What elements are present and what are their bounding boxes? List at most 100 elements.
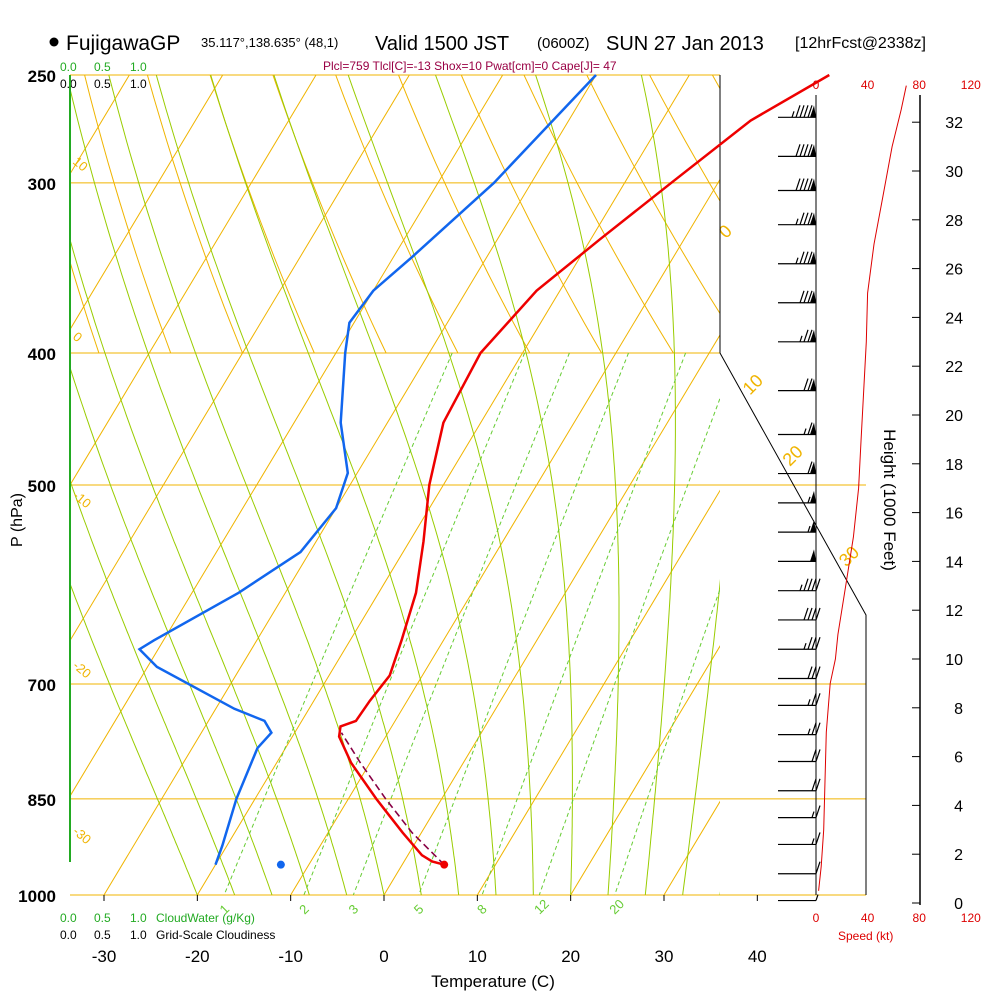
cloudwater-label: CloudWater (g/Kg) <box>156 911 255 925</box>
cloudiness-tick: 0.0 <box>60 928 77 942</box>
wind-barb-pennant <box>810 105 816 118</box>
wind-barb-flag <box>803 378 809 391</box>
wind-barb-flag <box>799 178 805 191</box>
wind-barb-half-flag <box>795 218 799 225</box>
moist-adiabat-line <box>347 75 534 895</box>
cloudiness-scale-top: 0.0 0.5 1.0 <box>60 77 147 91</box>
wind-barb-pennant <box>810 520 816 533</box>
isotherm-line <box>570 645 720 895</box>
wind-barb-flag <box>803 178 809 191</box>
wind-barb-flag <box>811 722 817 735</box>
wind-barb-half-flag <box>799 584 803 591</box>
wind-barb-flag <box>803 290 809 303</box>
wind-barb-flag <box>815 607 821 621</box>
y-axis-title: P (hPa) <box>9 493 26 547</box>
temperature-tick-label: 40 <box>748 947 767 966</box>
mixing-ratio-label: 8 <box>474 901 490 917</box>
cloudiness-tick: 1.0 <box>130 77 147 91</box>
wind-barb-flag <box>799 290 805 303</box>
temperature-tick-label: 30 <box>655 947 674 966</box>
moist-adiabat-line <box>682 578 720 895</box>
moist-adiabat-line <box>640 75 676 895</box>
dry-adiabat-line <box>70 260 100 353</box>
dry-adiabat-line <box>209 75 315 353</box>
wind-barb-flag <box>815 722 821 735</box>
mixing-ratio-label: 20 <box>606 896 627 917</box>
cloudwater-tick: 0.0 <box>60 911 77 925</box>
wind-barb-flag <box>815 805 821 818</box>
wind-barb-flag <box>807 607 813 621</box>
wind-barb-half-flag <box>807 525 811 533</box>
height-tick-label: 2 <box>954 847 963 864</box>
dry-adiabat-line <box>335 75 459 353</box>
moist-adiabat-line <box>535 75 620 895</box>
mixing-ratio-label: 12 <box>531 896 552 917</box>
wind-barb-flag <box>799 105 805 118</box>
wind-barb-flag <box>803 607 809 621</box>
dewpoint-line <box>137 74 597 866</box>
mixing-ratio-labels: 1 2 3 5 8 12 20 <box>217 896 628 917</box>
speed-tick-label: 120 <box>961 78 981 92</box>
mixing-ratio-line <box>538 397 720 895</box>
cloudwater-tick: 0.5 <box>94 60 111 74</box>
speed-tick-label: 40 <box>861 78 875 92</box>
wind-barb-flag <box>811 693 817 706</box>
wind-barb-half-flag <box>811 811 815 818</box>
sounding-params: Plcl=759 Tlcl[C]=-13 Shox=10 Pwat[cm]=0 … <box>323 59 617 73</box>
height-tick-label: 12 <box>945 603 963 620</box>
wind-barb-flag <box>803 212 809 225</box>
height-tick-label: 10 <box>945 652 963 669</box>
height-tick-label: 14 <box>945 554 963 571</box>
cloudiness-tick: 0.5 <box>94 928 111 942</box>
wind-barb-half-flag <box>803 428 807 435</box>
wind-barb-half-flag <box>795 257 799 264</box>
wind-barb-flag <box>807 422 813 435</box>
speed-tick-label: 40 <box>861 911 875 925</box>
wind-barb-half-flag <box>807 496 811 504</box>
mixing-ratio-line <box>418 352 629 895</box>
wind-barb-flag <box>807 212 813 225</box>
valid-time: Valid 1500 JST <box>375 33 509 55</box>
wind-barb-flag <box>811 778 817 791</box>
height-tick-label: 32 <box>945 115 963 132</box>
wind-barb-flag <box>807 178 813 191</box>
pressure-tick-label: 300 <box>28 175 56 194</box>
forecast-label: [12hrFcst@2338z] <box>795 35 926 52</box>
dry-adiabat-line <box>272 75 387 353</box>
isotherm-line <box>196 75 690 895</box>
wind-barb-half-flag <box>811 838 815 845</box>
wind-barb-pennant <box>810 549 816 562</box>
cloudwater-scale-top: 0.0 0.5 1.0 <box>60 60 147 74</box>
wind-barb-flag <box>811 607 817 621</box>
mixing-ratio-line <box>481 352 687 895</box>
wind-barb-pennant <box>810 178 816 191</box>
station-name: FujigawaGP <box>66 32 180 55</box>
wind-barb-flag <box>807 251 813 264</box>
wind-barb-flag <box>811 637 817 650</box>
wind-barb-flag <box>795 105 801 118</box>
temperature-tick-label: -20 <box>185 947 210 966</box>
moist-adiabat-line <box>155 75 422 895</box>
wind-barb-flag <box>807 578 813 591</box>
wind-barb-flag <box>807 637 813 650</box>
temperature-tick-label: 0 <box>379 947 388 966</box>
cloudwater-tick: 1.0 <box>130 911 147 925</box>
height-tick-label: 22 <box>945 359 963 376</box>
wind-barb-flag <box>799 212 805 225</box>
wind-barb-flag <box>799 144 805 157</box>
temperature-tick-label: 10 <box>468 947 487 966</box>
wind-barb-flag <box>807 378 813 391</box>
cloudwater-tick: 0.5 <box>94 911 111 925</box>
height-tick-label: 6 <box>954 750 963 767</box>
station-coords: 35.117°,138.635° (48,1) <box>201 35 338 50</box>
isotherm-line <box>476 489 720 895</box>
cloudiness-scale-bottom: 0.0 0.5 1.0 Grid-Scale Cloudiness <box>60 928 275 942</box>
wind-barb-half-flag <box>807 728 811 735</box>
plot-right-boundary <box>719 75 867 895</box>
moist-adiabat-line <box>70 582 198 895</box>
moist-adiabat-line <box>70 365 273 895</box>
wind-barb-flag <box>795 178 801 191</box>
mixing-ratio-label: 2 <box>296 901 312 917</box>
dry-adiabat-line <box>84 75 172 353</box>
